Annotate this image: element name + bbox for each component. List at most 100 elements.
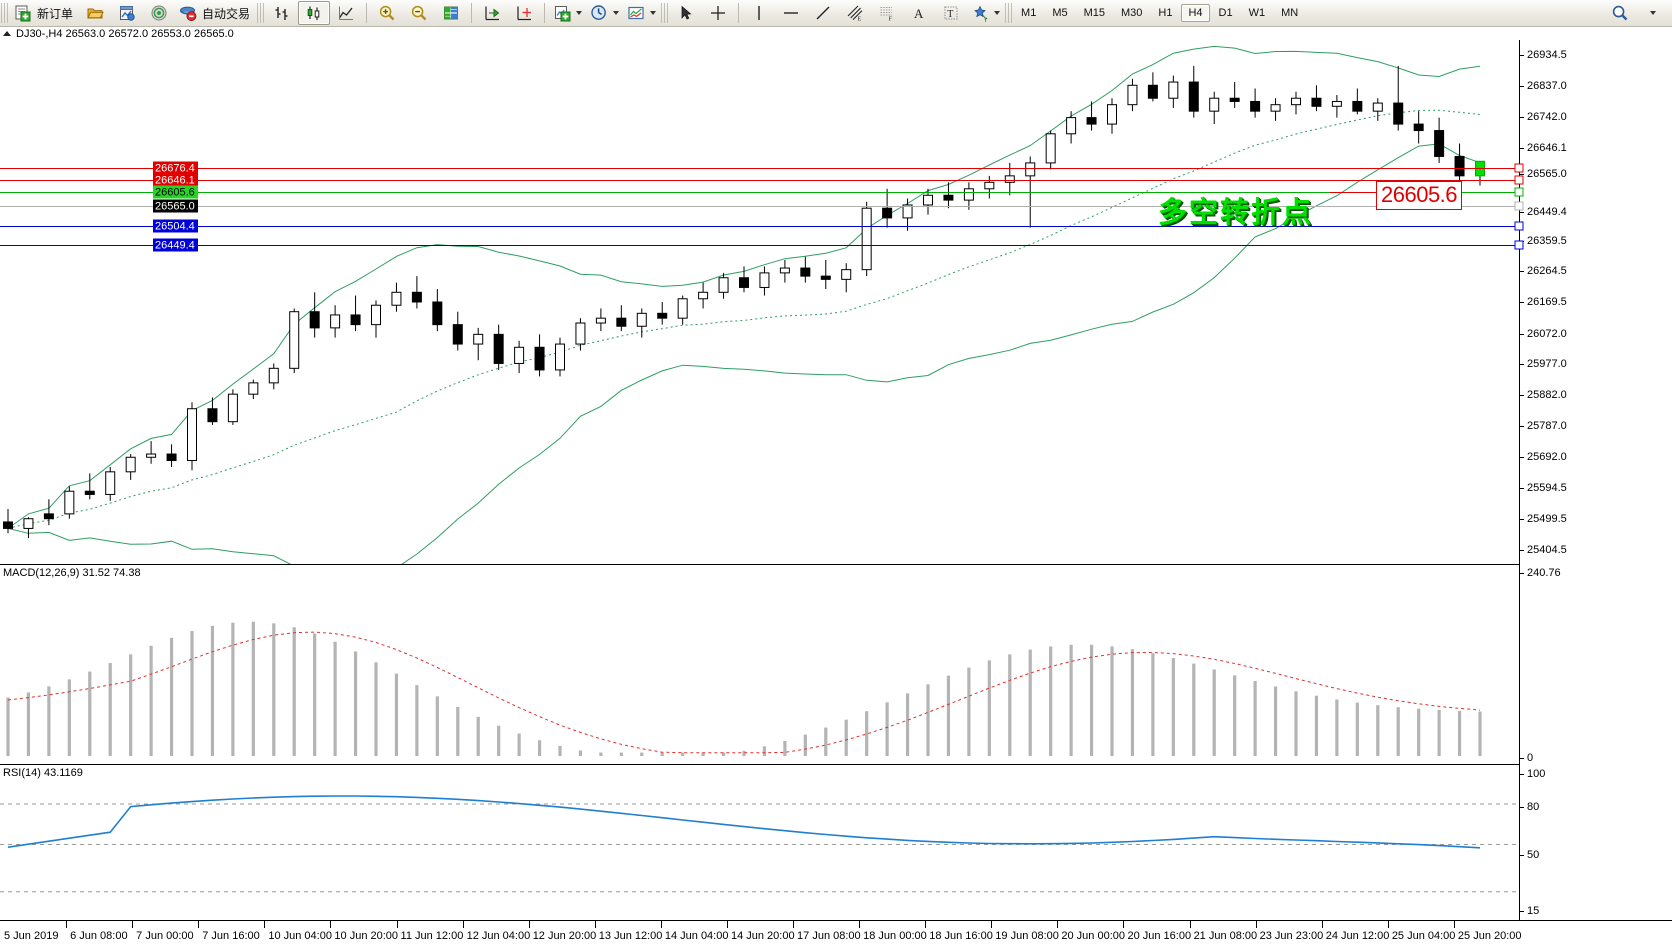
timeframe-m15[interactable]: M15 [1083, 7, 1105, 19]
axis-tick [1520, 911, 1524, 912]
cursor-button[interactable] [670, 1, 702, 25]
price-level-handle[interactable] [1514, 175, 1524, 185]
line-chart-button[interactable] [330, 1, 362, 25]
chart-area[interactable]: MACD(12,26,9) 31.52 74.38 RSI(14) 43.116… [0, 40, 1672, 920]
timeframe-w1[interactable]: W1 [1248, 7, 1266, 19]
price-level-handle[interactable] [1514, 221, 1524, 231]
time-tick [66, 921, 68, 928]
new-order-button[interactable]: 新订单 [10, 1, 79, 25]
macd-pane[interactable]: MACD(12,26,9) 31.52 74.38 [0, 565, 1672, 765]
auto-scroll-button[interactable] [508, 1, 540, 25]
text-button[interactable]: A [903, 1, 935, 25]
rsi-plot[interactable] [0, 765, 1520, 920]
macd-histogram-bar [762, 746, 767, 756]
chevron-down-icon[interactable] [650, 11, 657, 15]
macd-histogram-bar [374, 662, 378, 756]
candlestick-chart-button[interactable] [298, 1, 331, 25]
toolbar-grip-3[interactable] [661, 3, 669, 23]
fibonacci-button[interactable]: F [871, 1, 903, 25]
toolbar-separator-2 [471, 3, 473, 23]
chart-text-annotation[interactable]: 多空转折点 [1158, 195, 1314, 229]
price-axis[interactable]: 26934.5 26837.0 26742.0 26646.1 26565.0 26449… [1519, 40, 1672, 920]
autotrading-button[interactable]: 自动交易 [175, 1, 256, 25]
price-level-line[interactable] [0, 168, 1520, 169]
price-level-line[interactable] [0, 206, 1520, 207]
price-level-handle[interactable] [1514, 201, 1524, 211]
chevron-down-icon[interactable] [994, 11, 1001, 15]
chevron-down-icon[interactable] [576, 11, 583, 15]
macd-layer [6, 621, 1482, 756]
macd-plot[interactable] [0, 565, 1520, 764]
timeframe-h4[interactable]: H4 [1181, 4, 1210, 22]
price-level-tag[interactable]: 26676.4 [153, 161, 198, 175]
timeframe-m5[interactable]: M5 [1052, 7, 1068, 19]
indicators-button[interactable] [549, 1, 586, 25]
price-tick-label: 26449.4 [1527, 205, 1567, 218]
timeframe-m30[interactable]: M30 [1121, 7, 1143, 19]
time-axis[interactable]: 5 Jun 2019 6 Jun 08:00 7 Jun 00:00 7 Jun 16… [0, 920, 1672, 949]
bar-chart-button[interactable] [266, 1, 298, 25]
macd-histogram-bar [640, 752, 644, 756]
crosshair-button[interactable] [702, 1, 734, 25]
period-button[interactable] [586, 1, 623, 25]
time-tick [396, 921, 398, 928]
price-level-handle[interactable] [1514, 240, 1524, 250]
chart-shift-button[interactable] [476, 1, 508, 25]
price-level-tag[interactable]: 26504.4 [153, 219, 198, 233]
folder-button[interactable] [79, 1, 111, 25]
macd-histogram-bar [783, 740, 787, 756]
candle-body [595, 317, 606, 324]
crosshair-grid-button[interactable] [435, 1, 467, 25]
price-callout[interactable]: 26605.6 [1376, 181, 1463, 210]
candle-body [1168, 81, 1179, 99]
rsi-pane[interactable]: RSI(14) 43.1169 [0, 765, 1672, 920]
timeframe-h1[interactable]: H1 [1158, 7, 1173, 19]
price-level-line[interactable] [0, 226, 1520, 227]
chevron-down-icon[interactable] [613, 11, 620, 15]
price-level-tag[interactable]: 26646.1 [153, 173, 198, 187]
trendline-button[interactable] [807, 1, 839, 25]
time-tick [1255, 921, 1257, 928]
shapes-button[interactable] [967, 1, 1004, 25]
bar-chart-icon [273, 4, 291, 22]
timeframe-m1[interactable]: M1 [1021, 7, 1037, 19]
price-level-handle[interactable] [1514, 163, 1524, 173]
timeframe-mn[interactable]: MN [1281, 7, 1299, 19]
zoom-out-button[interactable] [403, 1, 435, 25]
candle-body [473, 333, 484, 345]
collapse-triangle-icon[interactable] [3, 31, 11, 36]
vertical-line-button[interactable] [743, 1, 775, 25]
svg-text:F: F [889, 17, 893, 23]
price-level-line[interactable] [0, 192, 1520, 193]
toolbar-grip-4[interactable] [1005, 3, 1013, 23]
price-pane[interactable] [0, 40, 1672, 565]
price-candles-layer [3, 45, 1485, 564]
price-level-tag[interactable]: 26449.4 [153, 238, 198, 252]
text-label-button[interactable]: T [935, 1, 967, 25]
candle-body [1025, 162, 1036, 177]
signals-button[interactable] [143, 1, 175, 25]
axis-tick [1520, 807, 1524, 808]
price-level-tag[interactable]: 26565.0 [153, 199, 198, 213]
price-tick-label: 25977.0 [1527, 358, 1567, 371]
price-tick [1520, 271, 1524, 273]
candle-body [1311, 97, 1322, 107]
overflow-button[interactable] [1636, 1, 1668, 25]
price-level-line[interactable] [0, 180, 1520, 181]
equidistant-channel-button[interactable]: E [839, 1, 871, 25]
zoom-in-button[interactable] [371, 1, 403, 25]
data-window-button[interactable] [111, 1, 143, 25]
templates-button[interactable] [623, 1, 660, 25]
time-tick [594, 921, 596, 928]
price-tick-label: 26264.5 [1527, 265, 1567, 278]
price-level-tag[interactable]: 26605.6 [153, 185, 198, 199]
toolbar-grip[interactable] [1, 3, 8, 23]
price-plot[interactable] [0, 40, 1520, 564]
horizontal-line-button[interactable] [775, 1, 807, 25]
search-button[interactable] [1604, 1, 1636, 25]
toolbar-grip-2[interactable] [257, 3, 265, 23]
timeframe-d1[interactable]: D1 [1218, 7, 1233, 19]
chevron-down-icon[interactable] [1650, 11, 1656, 15]
price-level-handle[interactable] [1514, 187, 1524, 197]
price-level-line[interactable] [0, 245, 1520, 246]
